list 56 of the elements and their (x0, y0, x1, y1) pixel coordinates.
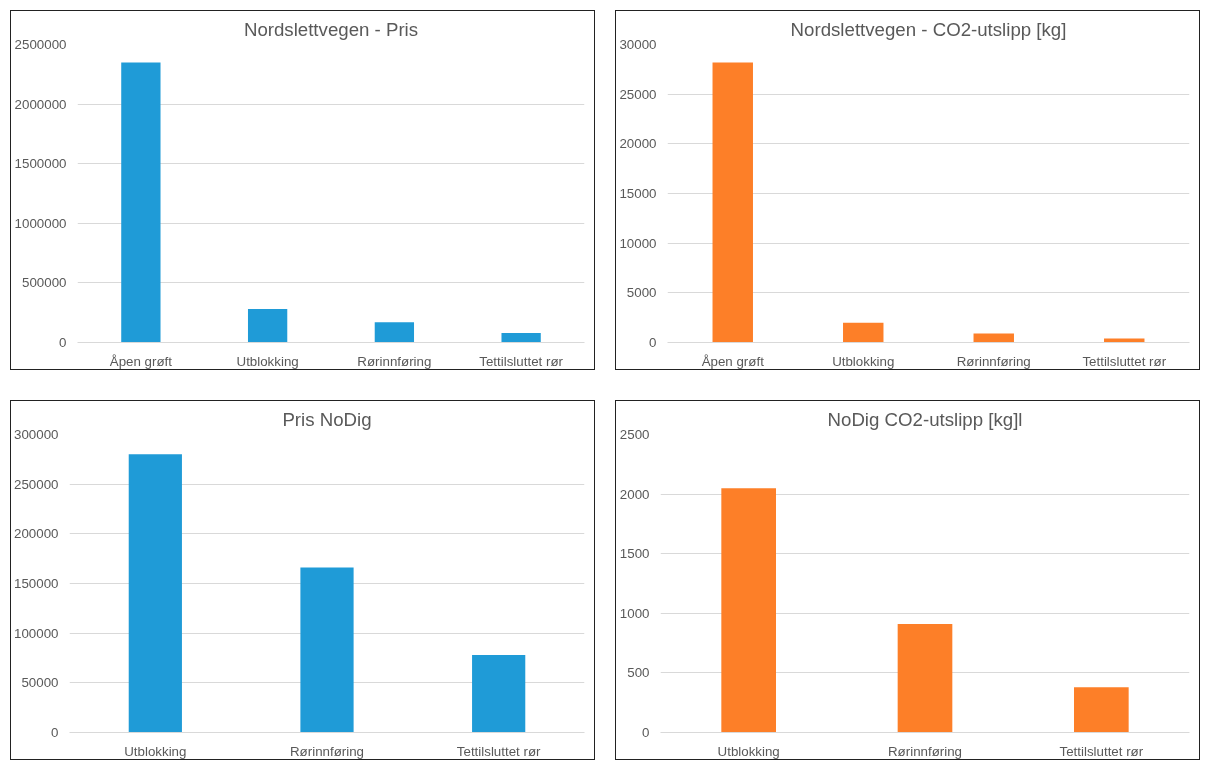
x-tick-label: Rørinnføring (956, 353, 1031, 369)
x-tick-label: Utblokking (717, 743, 780, 759)
y-tick-label: 300000 (14, 427, 59, 442)
y-tick-label: 100000 (14, 625, 59, 641)
x-tick-label: Tettilsluttet rør (479, 353, 564, 369)
y-tick-label: 500000 (22, 275, 67, 291)
x-tick-label: Utblokking (236, 353, 299, 369)
x-tick-label: Tettilsluttet rør (1059, 743, 1144, 759)
bar (843, 322, 884, 343)
y-tick-label: 250000 (14, 476, 59, 492)
y-tick-label: 0 (649, 335, 657, 350)
y-tick-label: 5000 (626, 285, 657, 301)
bar (300, 567, 354, 733)
bar (501, 332, 541, 343)
y-tick-label: 150000 (14, 576, 59, 591)
y-tick-label: 2500000 (14, 37, 67, 52)
y-tick-label: 1500000 (14, 156, 67, 172)
bar (1074, 687, 1129, 733)
x-tick-label: Åpen grøft (701, 353, 765, 369)
bar (128, 454, 182, 733)
y-tick-label: 2000 (619, 486, 650, 502)
y-tick-label: 30000 (619, 37, 657, 52)
x-tick-label: Åpen grøft (109, 353, 173, 369)
y-tick-label: 1000 (619, 605, 650, 621)
y-tick-label: 15000 (619, 186, 657, 201)
x-tick-label: Tettilsluttet rør (1082, 353, 1167, 369)
y-tick-label: 25000 (619, 86, 657, 102)
x-tick-label: Rørinnføring (289, 743, 365, 759)
bar (374, 322, 415, 343)
x-tick-label: Utblokking (124, 743, 187, 759)
chart-title: Nordslettvegen - CO2-utslipp [kg] (790, 18, 1067, 40)
y-tick-label: 0 (51, 725, 59, 740)
y-tick-label: 10000 (619, 235, 657, 251)
bar (897, 624, 953, 733)
bar (712, 62, 753, 343)
bar (247, 309, 288, 343)
y-tick-label: 2000000 (14, 96, 67, 112)
y-tick-label: 200000 (14, 526, 59, 542)
y-tick-label: 50000 (21, 675, 59, 691)
y-tick-label: 1500 (619, 546, 650, 562)
bar (472, 655, 526, 733)
y-tick-label: 20000 (619, 136, 657, 152)
x-tick-label: Utblokking (832, 353, 895, 369)
y-tick-label: 2500 (619, 427, 650, 442)
bar (721, 488, 776, 733)
y-tick-label: 0 (642, 725, 650, 740)
y-tick-label: 500 (627, 665, 650, 681)
chart-title: Pris NoDig (282, 408, 372, 430)
bar (121, 62, 161, 343)
y-tick-label: 1000000 (14, 215, 67, 231)
chart-title: Nordslettvegen - Pris (243, 18, 419, 40)
chart-title: NoDig CO2-utslipp [kg]l (827, 408, 1023, 430)
y-tick-label: 0 (59, 335, 67, 350)
x-tick-label: Rørinnføring (357, 353, 432, 369)
x-tick-label: Tettilsluttet rør (456, 743, 542, 759)
x-tick-label: Rørinnføring (887, 743, 963, 759)
